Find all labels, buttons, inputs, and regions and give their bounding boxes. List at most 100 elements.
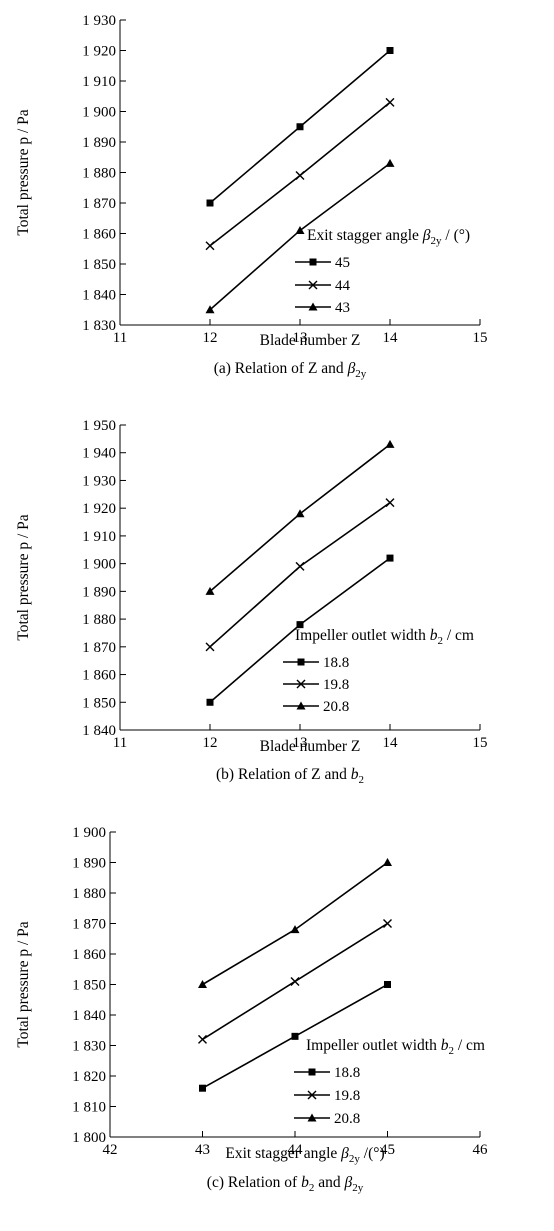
y-tick-label: 1 830	[82, 318, 116, 334]
chart-panel-b: 1 840 1 850 1 860 1 870 1 880 1 890 1 900 1 910…	[15, 418, 488, 786]
y-tick-label: 1 880	[72, 886, 106, 902]
y-tick-label: 1 910	[82, 529, 116, 545]
x-axis-label: Exit stagger angle β2y /(°)	[225, 1145, 384, 1165]
data-point	[385, 97, 395, 107]
legend-entry-label: 20.8	[323, 699, 349, 715]
y-tick-label: 1 820	[72, 1069, 106, 1085]
y-tick-label: 1 840	[82, 288, 116, 304]
legend-marker	[296, 679, 306, 689]
y-tick-label: 1 890	[72, 856, 106, 872]
data-point	[205, 642, 215, 652]
y-tick-label: 1 830	[72, 1039, 106, 1055]
legend-entry-label: 43	[335, 300, 350, 316]
x-tick-label: 15	[473, 735, 488, 751]
data-point	[295, 171, 305, 181]
y-tick-label: 1 900	[82, 557, 116, 573]
legend-marker	[308, 302, 318, 311]
legend-entry-label: 18.8	[334, 1065, 360, 1081]
data-point	[205, 305, 215, 314]
y-tick-label: 1 870	[82, 196, 116, 212]
panel-caption: (b) Relation of Z and b2	[216, 766, 364, 786]
data-point	[385, 158, 395, 167]
data-point	[291, 1032, 299, 1040]
legend-marker	[307, 1113, 317, 1122]
y-tick-label: 1 920	[82, 501, 116, 517]
y-tick-label: 1 900	[82, 105, 116, 121]
legend-marker	[297, 658, 305, 666]
y-tick-label: 1 840	[82, 723, 116, 739]
x-tick-label: 11	[113, 735, 127, 751]
data-point	[206, 199, 214, 207]
x-tick-label: 15	[473, 330, 488, 346]
legend-entry-label: 19.8	[323, 677, 349, 693]
data-point	[385, 439, 395, 448]
y-tick-label: 1 910	[82, 74, 116, 90]
x-tick-label: 42	[103, 1142, 118, 1158]
y-tick-label: 1 850	[82, 695, 116, 711]
x-tick-label: 13	[293, 735, 308, 751]
x-tick-label: 13	[293, 330, 308, 346]
x-tick-label: 43	[195, 1142, 210, 1158]
legend-title: Impeller outlet width b2 / cm	[306, 1037, 485, 1057]
data-point	[198, 980, 207, 988]
x-tick-label: 14	[383, 735, 399, 751]
legend-marker	[309, 258, 317, 266]
y-tick-label: 1 930	[82, 473, 116, 489]
data-point	[386, 47, 394, 54]
legend-title: Exit stagger angle β2y / (°)	[307, 227, 470, 247]
data-point	[295, 509, 305, 518]
data-point	[386, 554, 394, 562]
x-tick-label: 14	[383, 330, 399, 346]
legend-title: Impeller outlet width b2 / cm	[295, 627, 474, 647]
data-point	[290, 925, 300, 934]
y-tick-label: 1 850	[72, 978, 106, 994]
data-point	[295, 225, 305, 234]
y-tick-label: 1 850	[82, 257, 116, 273]
x-axis-label: Blade number Z	[260, 738, 361, 755]
data-point	[198, 1034, 207, 1044]
x-tick-label: 12	[203, 330, 218, 346]
panel-caption: (c) Relation of b2 and β2y	[207, 1174, 364, 1194]
y-tick-label: 1 890	[82, 135, 116, 151]
data-point	[383, 919, 392, 928]
chart-panel-a: 1 830 1 840 1 850 1 860 1 870 1 880 1 890 1 900…	[15, 13, 488, 380]
legend-marker	[296, 701, 306, 710]
data-point	[290, 976, 300, 986]
y-tick-label: 1 870	[82, 640, 116, 656]
x-tick-label: 44	[288, 1142, 304, 1158]
legend-entry-label: 44	[335, 278, 351, 294]
y-tick-label: 1 810	[72, 1100, 106, 1116]
y-tick-label: 1 900	[72, 825, 106, 841]
data-point	[206, 698, 214, 706]
data-point	[296, 621, 304, 629]
x-tick-label: 11	[113, 330, 127, 346]
panel-caption: (a) Relation of Z and β2y	[214, 360, 367, 380]
y-tick-label: 1 880	[82, 166, 116, 182]
x-tick-label: 45	[380, 1142, 395, 1158]
series-line-20.8	[202, 861, 388, 986]
legend-marker	[308, 1068, 316, 1076]
series-line-20.8	[209, 443, 391, 592]
data-point	[385, 498, 395, 508]
y-tick-label: 1 880	[82, 612, 116, 628]
data-point	[199, 1084, 206, 1092]
legend-entry-label: 45	[335, 255, 350, 271]
legend-entry-label: 19.8	[334, 1088, 360, 1104]
y-tick-label: 1 890	[82, 584, 116, 600]
y-tick-label: 1 860	[82, 227, 116, 243]
y-tick-label: 1 860	[82, 668, 116, 684]
y-tick-label: 1 920	[82, 44, 116, 60]
x-tick-label: 12	[203, 735, 218, 751]
legend-marker	[307, 1090, 317, 1100]
x-tick-label: 46	[473, 1142, 489, 1158]
y-tick-label: 1 940	[82, 446, 116, 462]
legend-entry-label: 18.8	[323, 655, 349, 671]
y-tick-label: 1 870	[72, 917, 106, 933]
legend-entry-label: 20.8	[334, 1111, 360, 1127]
y-axis-label: Total pressure p / Pa	[15, 921, 32, 1047]
y-tick-label: 1 800	[72, 1130, 106, 1146]
chart-panel-c: 1 800 1 810 1 820 1 830 1 840 1 850 1 860 1 870…	[15, 825, 488, 1194]
data-point	[296, 123, 304, 131]
data-point	[383, 858, 392, 866]
